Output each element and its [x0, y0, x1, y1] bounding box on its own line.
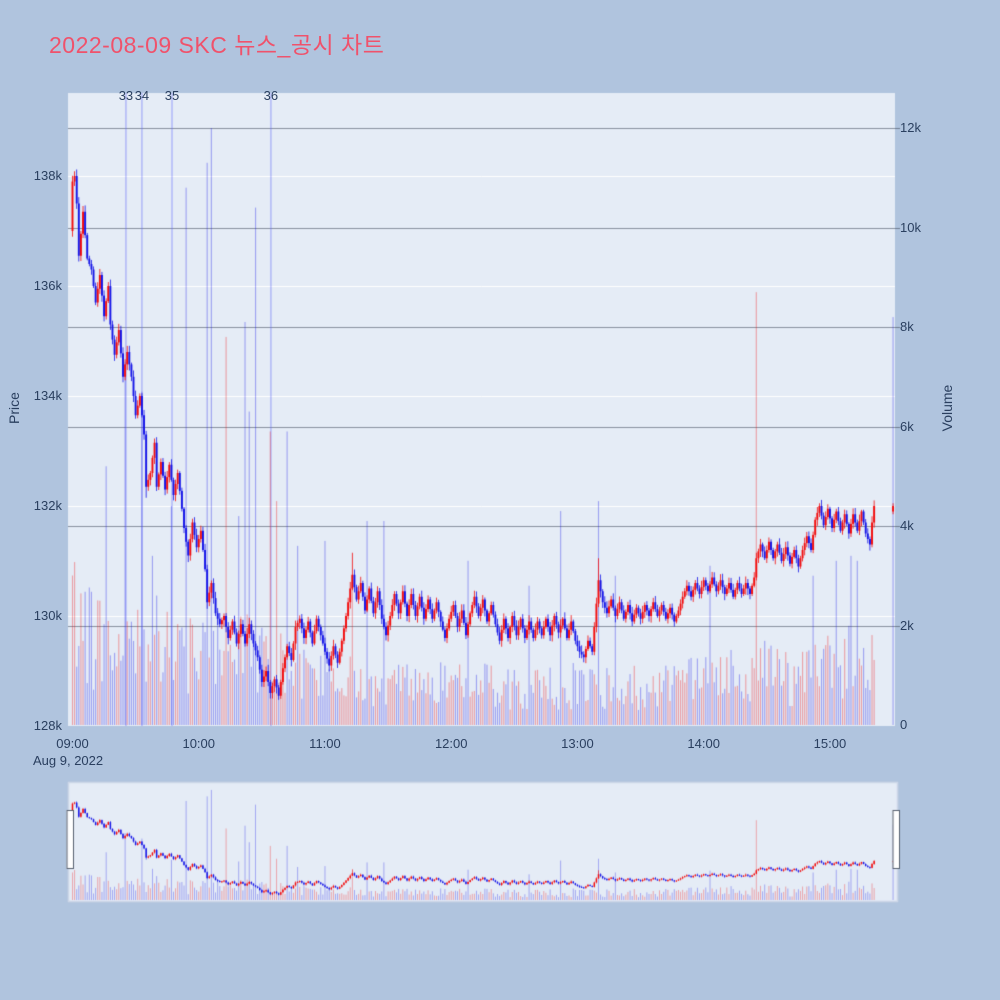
x-tick-label: 15:00	[813, 736, 847, 751]
event-annotation-label: 35	[164, 88, 180, 103]
price-axis-title: Price	[6, 392, 22, 424]
price-tick-label: 130k	[33, 608, 62, 623]
rangeslider-handle-left[interactable]	[64, 808, 73, 870]
x-axis-date-label: Aug 9, 2022	[33, 753, 104, 768]
page-title: 2022-08-09 SKC 뉴스_공시 차트	[49, 32, 385, 58]
price-tick-label: 136k	[33, 278, 62, 293]
volume-axis-title: Volume	[939, 384, 955, 432]
x-tick-label: 12:00	[434, 736, 468, 751]
rangeslider-track[interactable]	[68, 782, 898, 902]
rangeslider-handle-right[interactable]	[891, 808, 900, 870]
volume-tick-label: 10k	[900, 219, 921, 235]
price-tick-label: 134k	[33, 388, 62, 403]
event-annotation-label: 34	[134, 88, 150, 103]
volume-tick-label: 6k	[900, 418, 914, 434]
price-tick-label: 132k	[33, 498, 62, 513]
price-tick-label: 138k	[33, 168, 62, 183]
event-annotation-label: 36	[263, 88, 279, 103]
volume-tick-label: 12k	[900, 120, 921, 135]
event-annotation-label: 33	[118, 88, 134, 103]
x-tick-label: 13:00	[561, 736, 594, 751]
volume-tick-label: 4k	[900, 518, 914, 533]
x-tick-label: 11:00	[309, 736, 341, 751]
x-tick-label: 10:00	[182, 736, 216, 751]
x-tick-label: 09:00	[56, 736, 89, 751]
price-tick-label: 128k	[33, 718, 62, 733]
volume-tick-label: 0	[900, 717, 908, 732]
x-tick-label: 14:00	[687, 736, 720, 751]
volume-tick-label: 8k	[900, 319, 914, 334]
volume-tick-label: 2k	[900, 617, 914, 633]
